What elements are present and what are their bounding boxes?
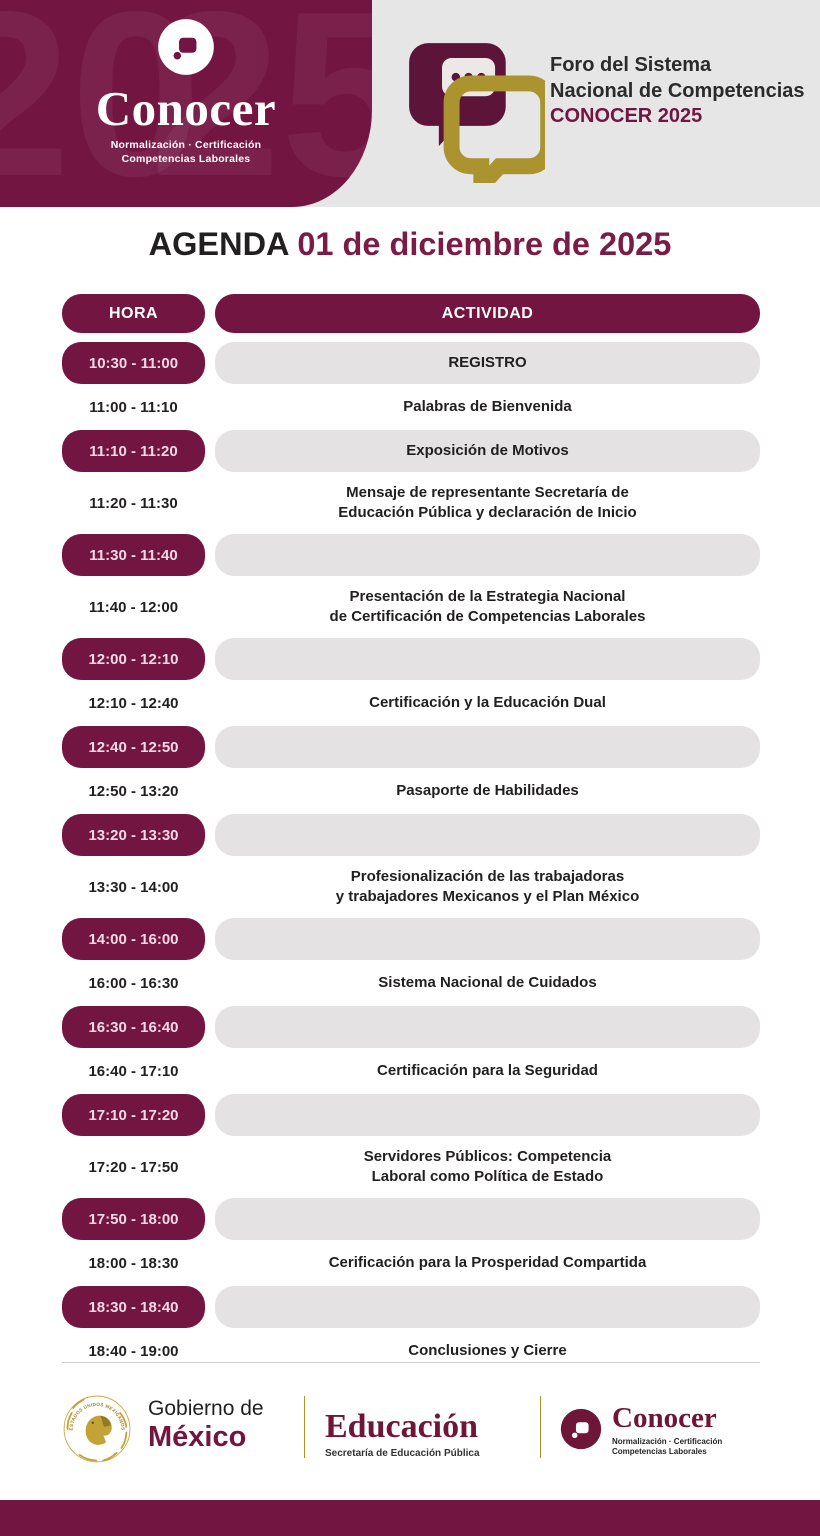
svg-text:20: 20 — [0, 0, 201, 207]
svg-text:25: 25 — [150, 0, 372, 207]
